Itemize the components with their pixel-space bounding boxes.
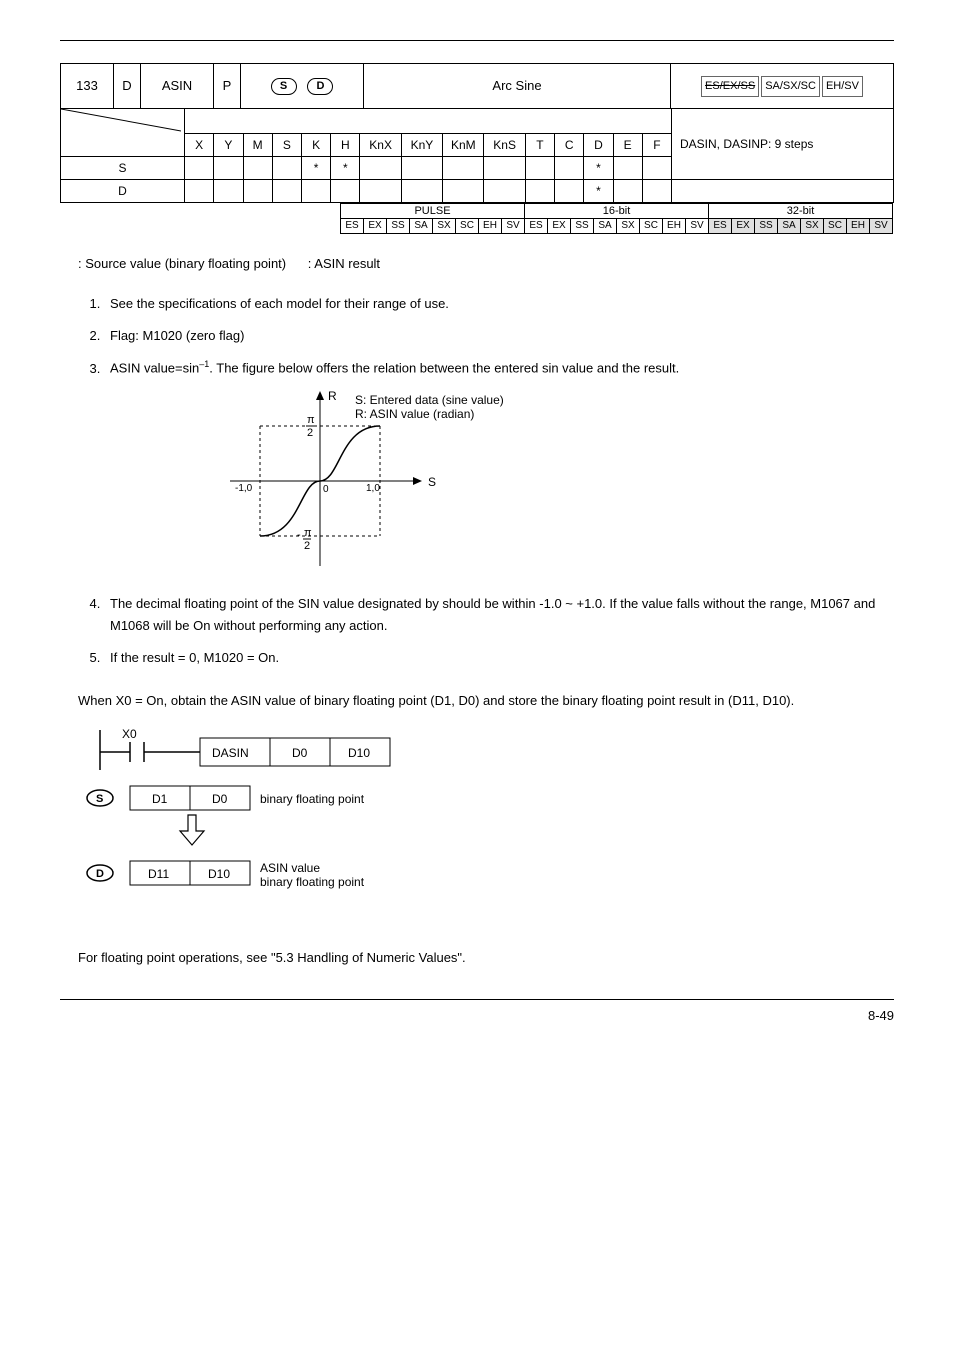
svg-text:D0: D0 [292, 746, 308, 760]
model-1: SA/SX/SC [761, 76, 820, 97]
col-T: T [525, 133, 554, 156]
col-KnM: KnM [443, 133, 484, 156]
ladder-diagram: X0 DASIN D0 D10 S D1 D0 binary floating … [80, 720, 894, 926]
model-0: ES/EX/SS [701, 76, 759, 97]
function-name: Arc Sine [364, 64, 671, 109]
cell-S-D: * [584, 156, 613, 179]
svg-text:D10: D10 [348, 746, 370, 760]
svg-text:binary floating point: binary floating point [260, 875, 365, 889]
remarks: For floating point operations, see "5.3 … [60, 946, 894, 969]
operand-icons: S D [241, 64, 364, 109]
relation-diagram: R S -1,0 1,0 0 π [200, 386, 894, 583]
models-cell: ES/EX/SSSA/SX/SCEH/SV [671, 64, 894, 109]
col-K: K [301, 133, 330, 156]
svg-text:D: D [96, 868, 104, 880]
col-M: M [243, 133, 272, 156]
mnemonic: ASIN [141, 64, 214, 109]
svg-text:D10: D10 [208, 867, 230, 881]
pulse-hdr-0: PULSE [341, 203, 525, 218]
rule-top [60, 40, 894, 41]
slash-cell-top [61, 109, 185, 134]
svg-text:-1,0: -1,0 [235, 483, 253, 494]
svg-text:S: S [96, 793, 103, 805]
row-S-label: S [61, 156, 185, 179]
col-Y: Y [214, 133, 243, 156]
s-label: S [428, 475, 436, 489]
program-example: When X0 = On, obtain the ASIN value of b… [60, 689, 894, 926]
cell-D-D: * [584, 179, 613, 202]
steps-note: DASIN, DASINP: 9 steps [671, 109, 893, 180]
remarks-text: For floating point operations, see "5.3 … [78, 946, 894, 969]
p-flag: P [214, 64, 241, 109]
svg-text:D0: D0 [212, 792, 228, 806]
d-desc: : ASIN result [308, 256, 380, 271]
svg-text:D11: D11 [148, 867, 169, 881]
col-D: D [584, 133, 613, 156]
svg-text:DASIN: DASIN [212, 746, 249, 760]
svg-text:π: π [304, 527, 312, 539]
pulse-table: PULSE 16-bit 32-bit ES EX SS SA SX SC EH… [340, 203, 893, 234]
pulse-labels-row: ES EX SS SA SX SC EH SV ES EX SS SA SX S… [341, 218, 893, 233]
col-S: S [272, 133, 301, 156]
rule-bottom [60, 999, 894, 1000]
col-F: F [642, 133, 671, 156]
api-num: 133 [61, 64, 114, 109]
svg-text:2: 2 [304, 540, 310, 552]
operands-line: : Source value (binary floating point) :… [78, 254, 894, 274]
r-label: R [328, 389, 337, 403]
d-flag: D [114, 64, 141, 109]
cell-S-K: * [301, 156, 330, 179]
col-KnY: KnY [401, 133, 442, 156]
d-oval-icon: D [307, 78, 333, 95]
col-E: E [613, 133, 642, 156]
explanations: See the specifications of each model for… [60, 293, 894, 669]
svg-text:binary floating point: binary floating point [260, 792, 365, 806]
expl-4: The decimal floating point of the SIN va… [104, 593, 894, 637]
svg-text:2: 2 [307, 427, 313, 439]
svg-text:R: ASIN value (radian): R: ASIN value (radian) [355, 407, 474, 421]
svg-text:π: π [307, 414, 315, 426]
cell-S-H: * [331, 156, 360, 179]
row-D-label: D [61, 179, 185, 202]
operand-table: DASIN, DASINP: 9 steps X Y M S K H KnX K… [60, 108, 894, 203]
pulse-hdr-2: 32-bit [709, 203, 893, 218]
svg-text:1,0: 1,0 [366, 483, 380, 494]
col-KnS: KnS [484, 133, 525, 156]
svg-text:D1: D1 [152, 792, 168, 806]
svg-text:-: - [297, 529, 301, 541]
expl-5: If the result = 0, M1020 = On. [104, 647, 894, 669]
program-intro: When X0 = On, obtain the ASIN value of b… [78, 689, 894, 712]
svg-text:0: 0 [323, 484, 329, 495]
svg-text:ASIN value: ASIN value [260, 861, 320, 875]
col-KnX: KnX [360, 133, 401, 156]
s-oval-icon: S [271, 78, 297, 95]
col-C: C [555, 133, 584, 156]
expl-3: ASIN value=sin–1. The figure below offer… [104, 357, 894, 583]
col-X: X [185, 133, 214, 156]
svg-text:S: Entered data (sine value): S: Entered data (sine value) [355, 393, 504, 407]
header-table: 133 D ASIN P S D Arc Sine ES/EX/SSSA/SX/… [60, 63, 894, 109]
model-2: EH/SV [822, 76, 863, 97]
expl-1: See the specifications of each model for… [104, 293, 894, 315]
page-number: 8-49 [60, 1006, 894, 1026]
svg-text:X0: X0 [122, 727, 137, 741]
s-desc: : Source value (binary floating point) [78, 256, 286, 271]
col-H: H [331, 133, 360, 156]
expl-2: Flag: M1020 (zero flag) [104, 325, 894, 347]
pulse-hdr-1: 16-bit [525, 203, 709, 218]
